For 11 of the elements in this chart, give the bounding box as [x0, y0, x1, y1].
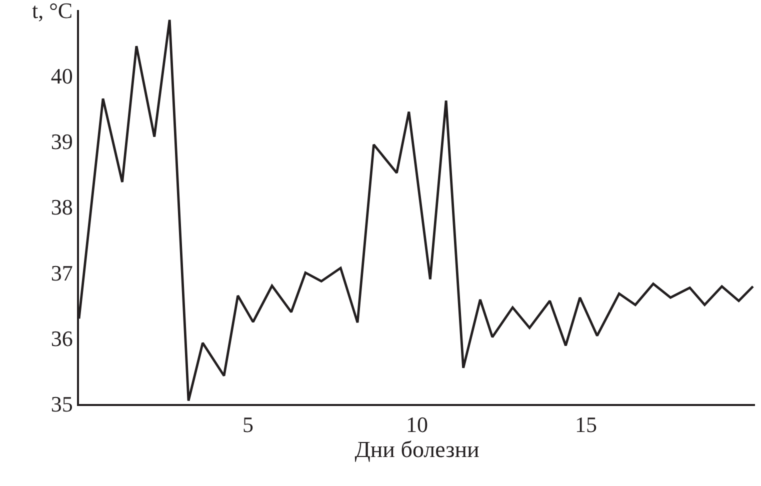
y-tick-label: 35	[50, 392, 73, 417]
y-tick-label: 37	[50, 260, 73, 286]
x-axis-title: Дни болезни	[354, 437, 480, 462]
x-tick-label: 5	[242, 412, 254, 438]
y-axis-title: t, °C	[32, 0, 73, 23]
x-tick-label: 15	[575, 412, 597, 438]
y-tick-label: 36	[50, 326, 73, 352]
x-tick-label: 10	[406, 412, 428, 438]
y-tick-label: 38	[50, 194, 73, 220]
y-tick-label: 39	[50, 129, 73, 154]
y-tick-label: 40	[50, 63, 73, 88]
